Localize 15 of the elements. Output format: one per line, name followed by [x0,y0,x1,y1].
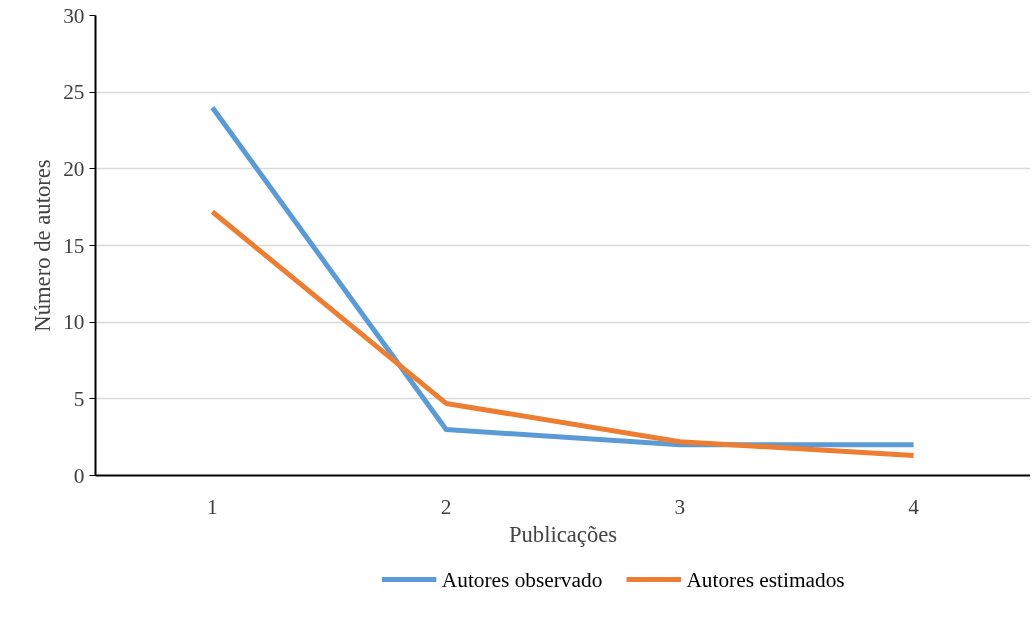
legend-label: Autores estimados [686,567,845,592]
x-axis-title: Publicações [508,521,618,547]
y-tick-label: 5 [73,386,85,411]
y-tick-label: 15 [63,233,85,258]
y-axis-title: Número de autores [30,159,56,332]
y-tick-label: 25 [63,80,85,105]
y-tick-label: 0 [73,463,85,488]
x-tick-label: 2 [440,494,452,519]
x-tick-label: 1 [207,494,218,519]
legend-label: Autores observado [441,567,603,592]
y-tick-label: 10 [63,310,85,335]
x-tick-label: 3 [674,494,686,519]
x-tick-label: 4 [908,494,920,519]
y-tick-label: 20 [63,156,85,181]
y-tick-label: 30 [63,3,85,28]
